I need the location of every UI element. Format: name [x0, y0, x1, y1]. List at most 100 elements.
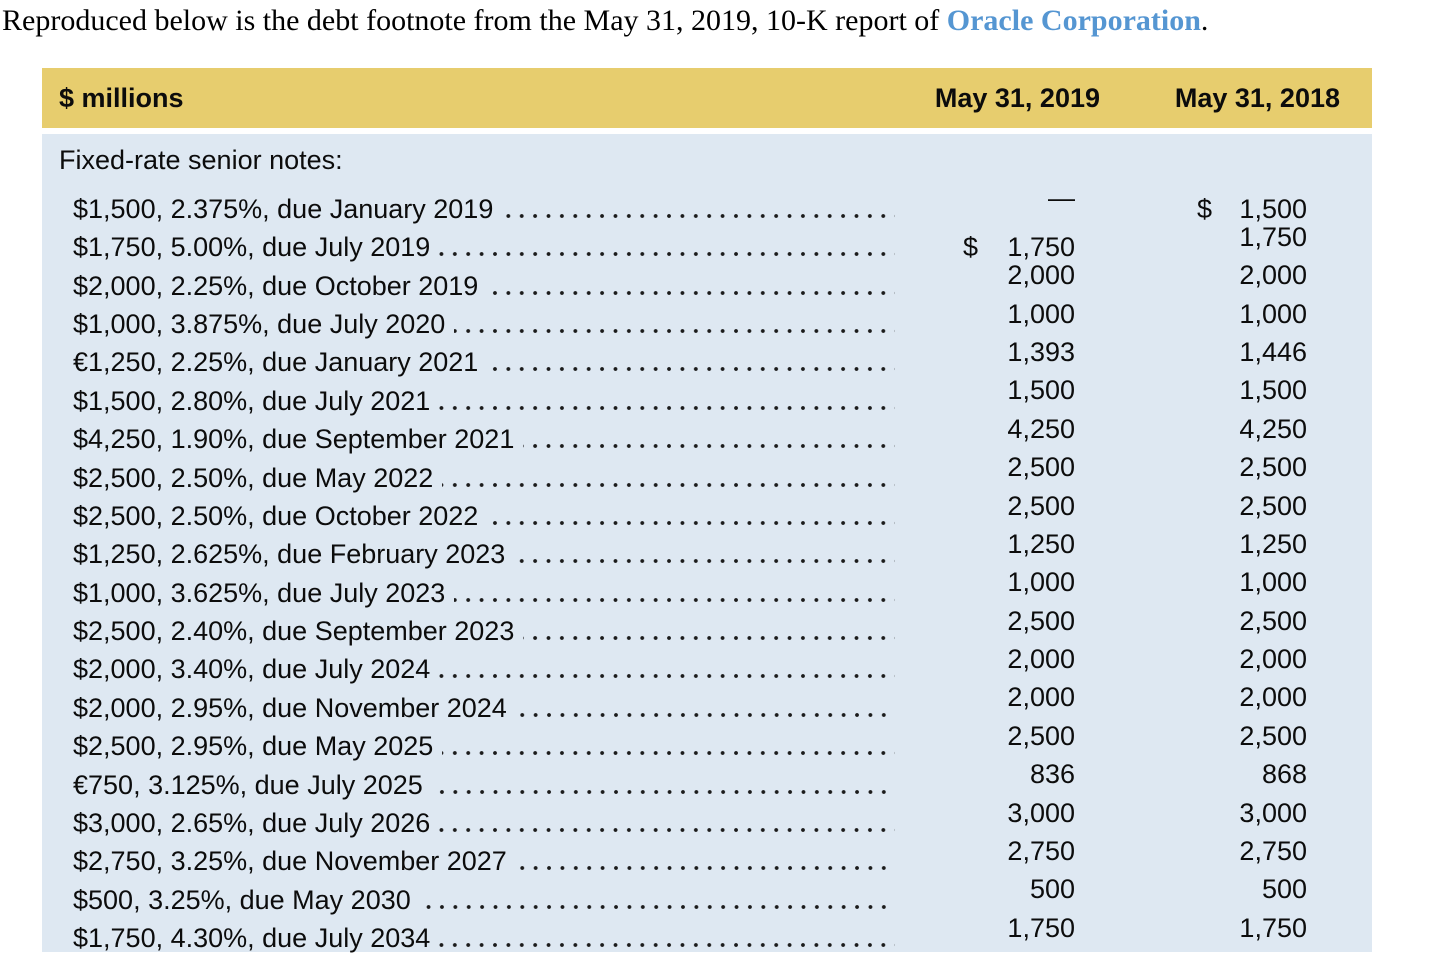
- dotted-leader: [487, 367, 895, 372]
- value-cell-2019: —: [963, 179, 1075, 217]
- value-cell-2018: 868: [1197, 755, 1307, 793]
- note-label: $1,750, 5.00%, due July 2019: [73, 232, 431, 263]
- dotted-leader: [439, 674, 895, 679]
- value-cell-2019: 2,500: [963, 602, 1075, 640]
- value-2018: 1,500: [1239, 375, 1307, 406]
- value-2019: 2,750: [1007, 836, 1075, 867]
- value-2018-currency-symbol: $: [1197, 193, 1213, 224]
- table-row: $1,750, 5.00%, due July 2019 $ 1,750 1,7…: [42, 218, 1372, 262]
- note-description: $2,000, 2.25%, due October 2019: [73, 267, 963, 305]
- value-2018: 2,500: [1239, 605, 1307, 636]
- value-2019: 1,750: [1007, 912, 1075, 943]
- dotted-leader: [454, 328, 895, 333]
- table-caption: $ millions: [59, 82, 184, 113]
- value-2019: —: [1048, 183, 1075, 214]
- note-label: $3,000, 2.65%, due July 2026: [73, 808, 431, 839]
- value-cell-2019: 1,750: [963, 909, 1075, 947]
- note-label: $2,000, 3.40%, due July 2024: [73, 654, 431, 685]
- value-2018: 1,000: [1239, 298, 1307, 329]
- value-cell-2018: 2,750: [1197, 832, 1307, 870]
- value-2019: 2,500: [1007, 720, 1075, 751]
- note-label: $500, 3.25%, due May 2030: [73, 884, 411, 915]
- dotted-leader: [523, 636, 895, 641]
- table-row: €750, 3.125%, due July 2025 836 868: [42, 755, 1372, 799]
- table-row: $1,500, 2.375%, due January 2019 — $ 1,5…: [42, 179, 1372, 223]
- section-label-row: Fixed-rate senior notes:: [42, 141, 1372, 179]
- value-cell-2018: 3,000: [1197, 794, 1307, 832]
- value-cell-2018: 1,000: [1197, 295, 1307, 333]
- note-description: $1,500, 2.80%, due July 2021: [73, 382, 963, 420]
- value-2018: 1,750: [1239, 221, 1307, 252]
- note-label: $2,500, 2.50%, due October 2022: [73, 500, 479, 531]
- value-2018: 500: [1261, 874, 1307, 905]
- table-row: $2,500, 2.50%, due October 2022 2,500 2,…: [42, 487, 1372, 531]
- value-2019: 2,500: [1007, 490, 1075, 521]
- dotted-leader: [487, 290, 895, 295]
- column-header-may-31-2018: May 31, 2018: [1174, 82, 1340, 113]
- oracle-corporation-link[interactable]: Oracle Corporation: [946, 4, 1201, 37]
- intro-period: .: [1200, 4, 1209, 37]
- value-cell-2018: 1,000: [1197, 563, 1307, 601]
- value-cell-2018: 1,750: [1197, 218, 1307, 256]
- table-row: $1,250, 2.625%, due February 2023 1,250 …: [42, 525, 1372, 569]
- note-description: $4,250, 1.90%, due September 2021: [73, 420, 963, 458]
- value-cell-2018: 1,446: [1197, 333, 1307, 371]
- value-cell-2018: 2,000: [1197, 678, 1307, 716]
- debt-footnote-table: $ millions May 31, 2019 May 31, 2018 Fix…: [42, 68, 1372, 953]
- table-body-rows: $1,500, 2.375%, due January 2019 — $ 1,5…: [42, 179, 1372, 953]
- dotted-leader: [514, 559, 895, 564]
- table-row: $3,000, 2.65%, due July 2026 3,000 3,000: [42, 794, 1372, 838]
- value-cell-2019: 1,000: [963, 295, 1075, 333]
- value-cell-2019: 2,000: [963, 256, 1075, 294]
- value-2019: 3,000: [1007, 797, 1075, 828]
- value-cell-2018: 2,500: [1197, 487, 1307, 525]
- dotted-leader: [439, 405, 895, 410]
- value-cell-2019: 1,250: [963, 525, 1075, 563]
- note-description: $1,000, 3.625%, due July 2023: [73, 574, 963, 612]
- note-description: €1,250, 2.25%, due January 2021: [73, 343, 963, 381]
- value-cell-2019: 1,500: [963, 371, 1075, 409]
- dotted-leader: [439, 943, 895, 948]
- table-header-row: $ millions May 31, 2019 May 31, 2018: [42, 68, 1372, 128]
- value-cell-2019: 836: [963, 755, 1075, 793]
- note-description: $1,750, 5.00%, due July 2019: [73, 228, 963, 266]
- dotted-leader: [515, 866, 895, 871]
- note-label: $2,000, 2.25%, due October 2019: [73, 270, 479, 301]
- table-row: $1,000, 3.875%, due July 2020 1,000 1,00…: [42, 295, 1372, 339]
- value-2019: 2,000: [1007, 260, 1075, 291]
- note-description: $2,500, 2.95%, due May 2025: [73, 727, 963, 765]
- note-label: $1,750, 4.30%, due July 2034: [73, 923, 431, 954]
- note-label: €750, 3.125%, due July 2025: [73, 769, 423, 800]
- dotted-leader: [439, 252, 895, 257]
- value-cell-2018: 2,500: [1197, 448, 1307, 486]
- dotted-leader: [442, 751, 895, 756]
- note-description: $2,500, 2.50%, due May 2022: [73, 459, 963, 497]
- value-cell-2018: 2,000: [1197, 640, 1307, 678]
- table-body: Fixed-rate senior notes: $1,500, 2.375%,…: [42, 134, 1372, 953]
- dotted-leader: [431, 789, 895, 794]
- value-cell-2019: 2,500: [963, 717, 1075, 755]
- note-description: $2,000, 3.40%, due July 2024: [73, 650, 963, 688]
- value-2018: 3,000: [1239, 797, 1307, 828]
- value-cell-2019: 2,000: [963, 678, 1075, 716]
- value-2019: 1,500: [1007, 375, 1075, 406]
- note-description: $1,250, 2.625%, due February 2023: [73, 535, 963, 573]
- value-2019: 1,000: [1007, 567, 1075, 598]
- note-label: €1,250, 2.25%, due January 2021: [73, 347, 479, 378]
- value-cell-2019: 4,250: [963, 410, 1075, 448]
- value-cell-2018: 2,500: [1197, 717, 1307, 755]
- value-2018: 2,500: [1239, 490, 1307, 521]
- table-row: $1,750, 4.30%, due July 2034 1,750 1,750: [42, 909, 1372, 953]
- table-row: $500, 3.25%, due May 2030 500 500: [42, 870, 1372, 914]
- value-cell-2019: 2,750: [963, 832, 1075, 870]
- value-cell-2018: $ 1,500: [1197, 190, 1307, 228]
- value-2019: 2,000: [1007, 644, 1075, 675]
- note-label: $2,750, 3.25%, due November 2027: [73, 846, 507, 877]
- value-2019: 4,250: [1007, 413, 1075, 444]
- table-row: $2,500, 2.95%, due May 2025 2,500 2,500: [42, 717, 1372, 761]
- value-cell-2019: 1,000: [963, 563, 1075, 601]
- dotted-leader: [419, 904, 895, 909]
- note-label: $1,250, 2.625%, due February 2023: [73, 539, 506, 570]
- note-description: $2,500, 2.50%, due October 2022: [73, 497, 963, 535]
- note-description: €750, 3.125%, due July 2025: [73, 766, 963, 804]
